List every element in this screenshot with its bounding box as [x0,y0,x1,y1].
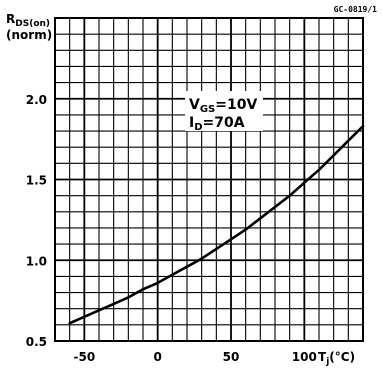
y-tick-label: 1.5 [26,174,47,188]
grid [54,17,364,342]
y-tick-label: 2.0 [26,93,47,107]
annotation-background [185,91,263,131]
y-axis-label-main: R [6,12,15,26]
annotation-vgs-value: =10V [215,97,257,113]
x-axis-label-sub: j [325,357,329,367]
y-axis-label: RDS(on) [6,12,50,29]
annotation-vgs-sub: GS [200,104,215,115]
annotation-vgs: VGS=10V [189,97,257,115]
annotation-id-value: =70A [203,115,245,131]
x-tick-label: 100 [292,350,317,364]
x-tick-label: -50 [73,350,95,364]
y-axis-label-sub: DS(on) [15,19,50,29]
tick-labels: -50 0 50 100 0.5 1.0 1.5 2.0 [26,93,317,364]
x-axis-label: Tj(°C) [318,350,355,367]
y-tick-label: 0.5 [26,335,47,349]
annotation-id-sub: D [194,122,202,133]
x-tick-label: 50 [223,350,240,364]
x-tick-label: 0 [153,350,161,364]
plot-frame [54,17,364,342]
y-axis-label-line2: (norm) [6,28,52,42]
x-axis-label-unit: (°C) [329,350,355,364]
x-axis-label-main: T [318,350,327,364]
figure-reference: GC-0819/1 [334,5,378,14]
series-line [68,124,365,325]
annotation-id: ID=70A [189,115,245,133]
annotation-vgs-main: V [189,97,200,113]
y-tick-label: 1.0 [26,254,47,268]
annotation-id-main: I [189,115,194,131]
